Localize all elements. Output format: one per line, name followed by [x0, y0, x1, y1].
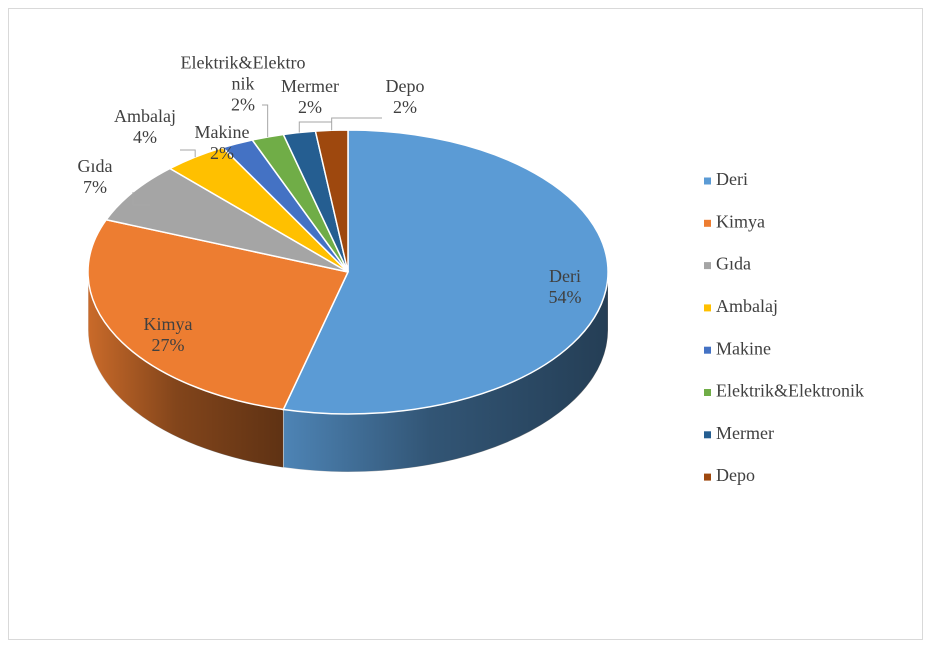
data-label: Makine 2% — [195, 122, 250, 164]
leader-line — [262, 104, 269, 137]
data-label: Gıda 7% — [78, 156, 113, 198]
legend-swatch — [704, 177, 711, 185]
legend-swatch — [704, 473, 711, 481]
legend-label: Makine — [716, 338, 771, 358]
data-label: Ambalaj 4% — [114, 106, 176, 148]
data-label-name: Depo — [385, 76, 425, 96]
leader-line — [331, 117, 382, 131]
data-label-value: 54% — [548, 287, 582, 307]
data-label: Depo 2% — [386, 76, 425, 118]
legend-swatch — [704, 219, 711, 227]
data-label-value: 27% — [151, 335, 185, 355]
legend-label: Kimya — [716, 211, 765, 231]
legend-swatch — [704, 389, 711, 396]
data-label: Deri 54% — [549, 266, 582, 308]
leader-line — [180, 149, 196, 158]
data-label: Kimya 27% — [144, 314, 193, 356]
data-label: Elektrik&Elektronik 2% — [177, 53, 309, 116]
legend-label: Mermer — [716, 423, 774, 443]
legend-label: Gıda — [716, 254, 751, 274]
data-label-name: Deri — [549, 266, 581, 286]
slice — [87, 218, 350, 411]
data-label-name: Makine — [194, 122, 250, 142]
legend-swatch — [704, 304, 711, 312]
legend-label: Ambalaj — [716, 296, 778, 316]
slice — [282, 129, 609, 415]
leader-line — [298, 121, 332, 133]
legend-label: Deri — [716, 169, 748, 189]
slice — [314, 129, 349, 273]
legend-swatch — [704, 431, 711, 439]
data-label-value: 2% — [297, 97, 322, 117]
data-label-name: Elektrik&Elektronik — [180, 52, 306, 94]
data-label-name: Mermer — [281, 76, 339, 96]
legend-label: Elektrik&Elektronik — [716, 381, 864, 401]
data-label-name: Ambalaj — [114, 106, 176, 126]
data-label-value: 2% — [231, 94, 255, 115]
data-label-value: 2% — [393, 97, 417, 117]
legend-label: Depo — [716, 465, 755, 485]
data-label-name: Kimya — [143, 314, 193, 334]
side-shade — [283, 272, 608, 472]
data-label-name: Gıda — [77, 156, 113, 176]
data-label-value: 4% — [132, 127, 157, 147]
data-label-value: 2% — [209, 143, 234, 163]
legend-swatch — [704, 346, 711, 354]
leader-line — [132, 192, 150, 206]
data-label-value: 7% — [83, 177, 107, 197]
data-label: Mermer 2% — [281, 76, 339, 118]
side-shade — [88, 272, 284, 468]
legend-swatch — [704, 262, 711, 270]
